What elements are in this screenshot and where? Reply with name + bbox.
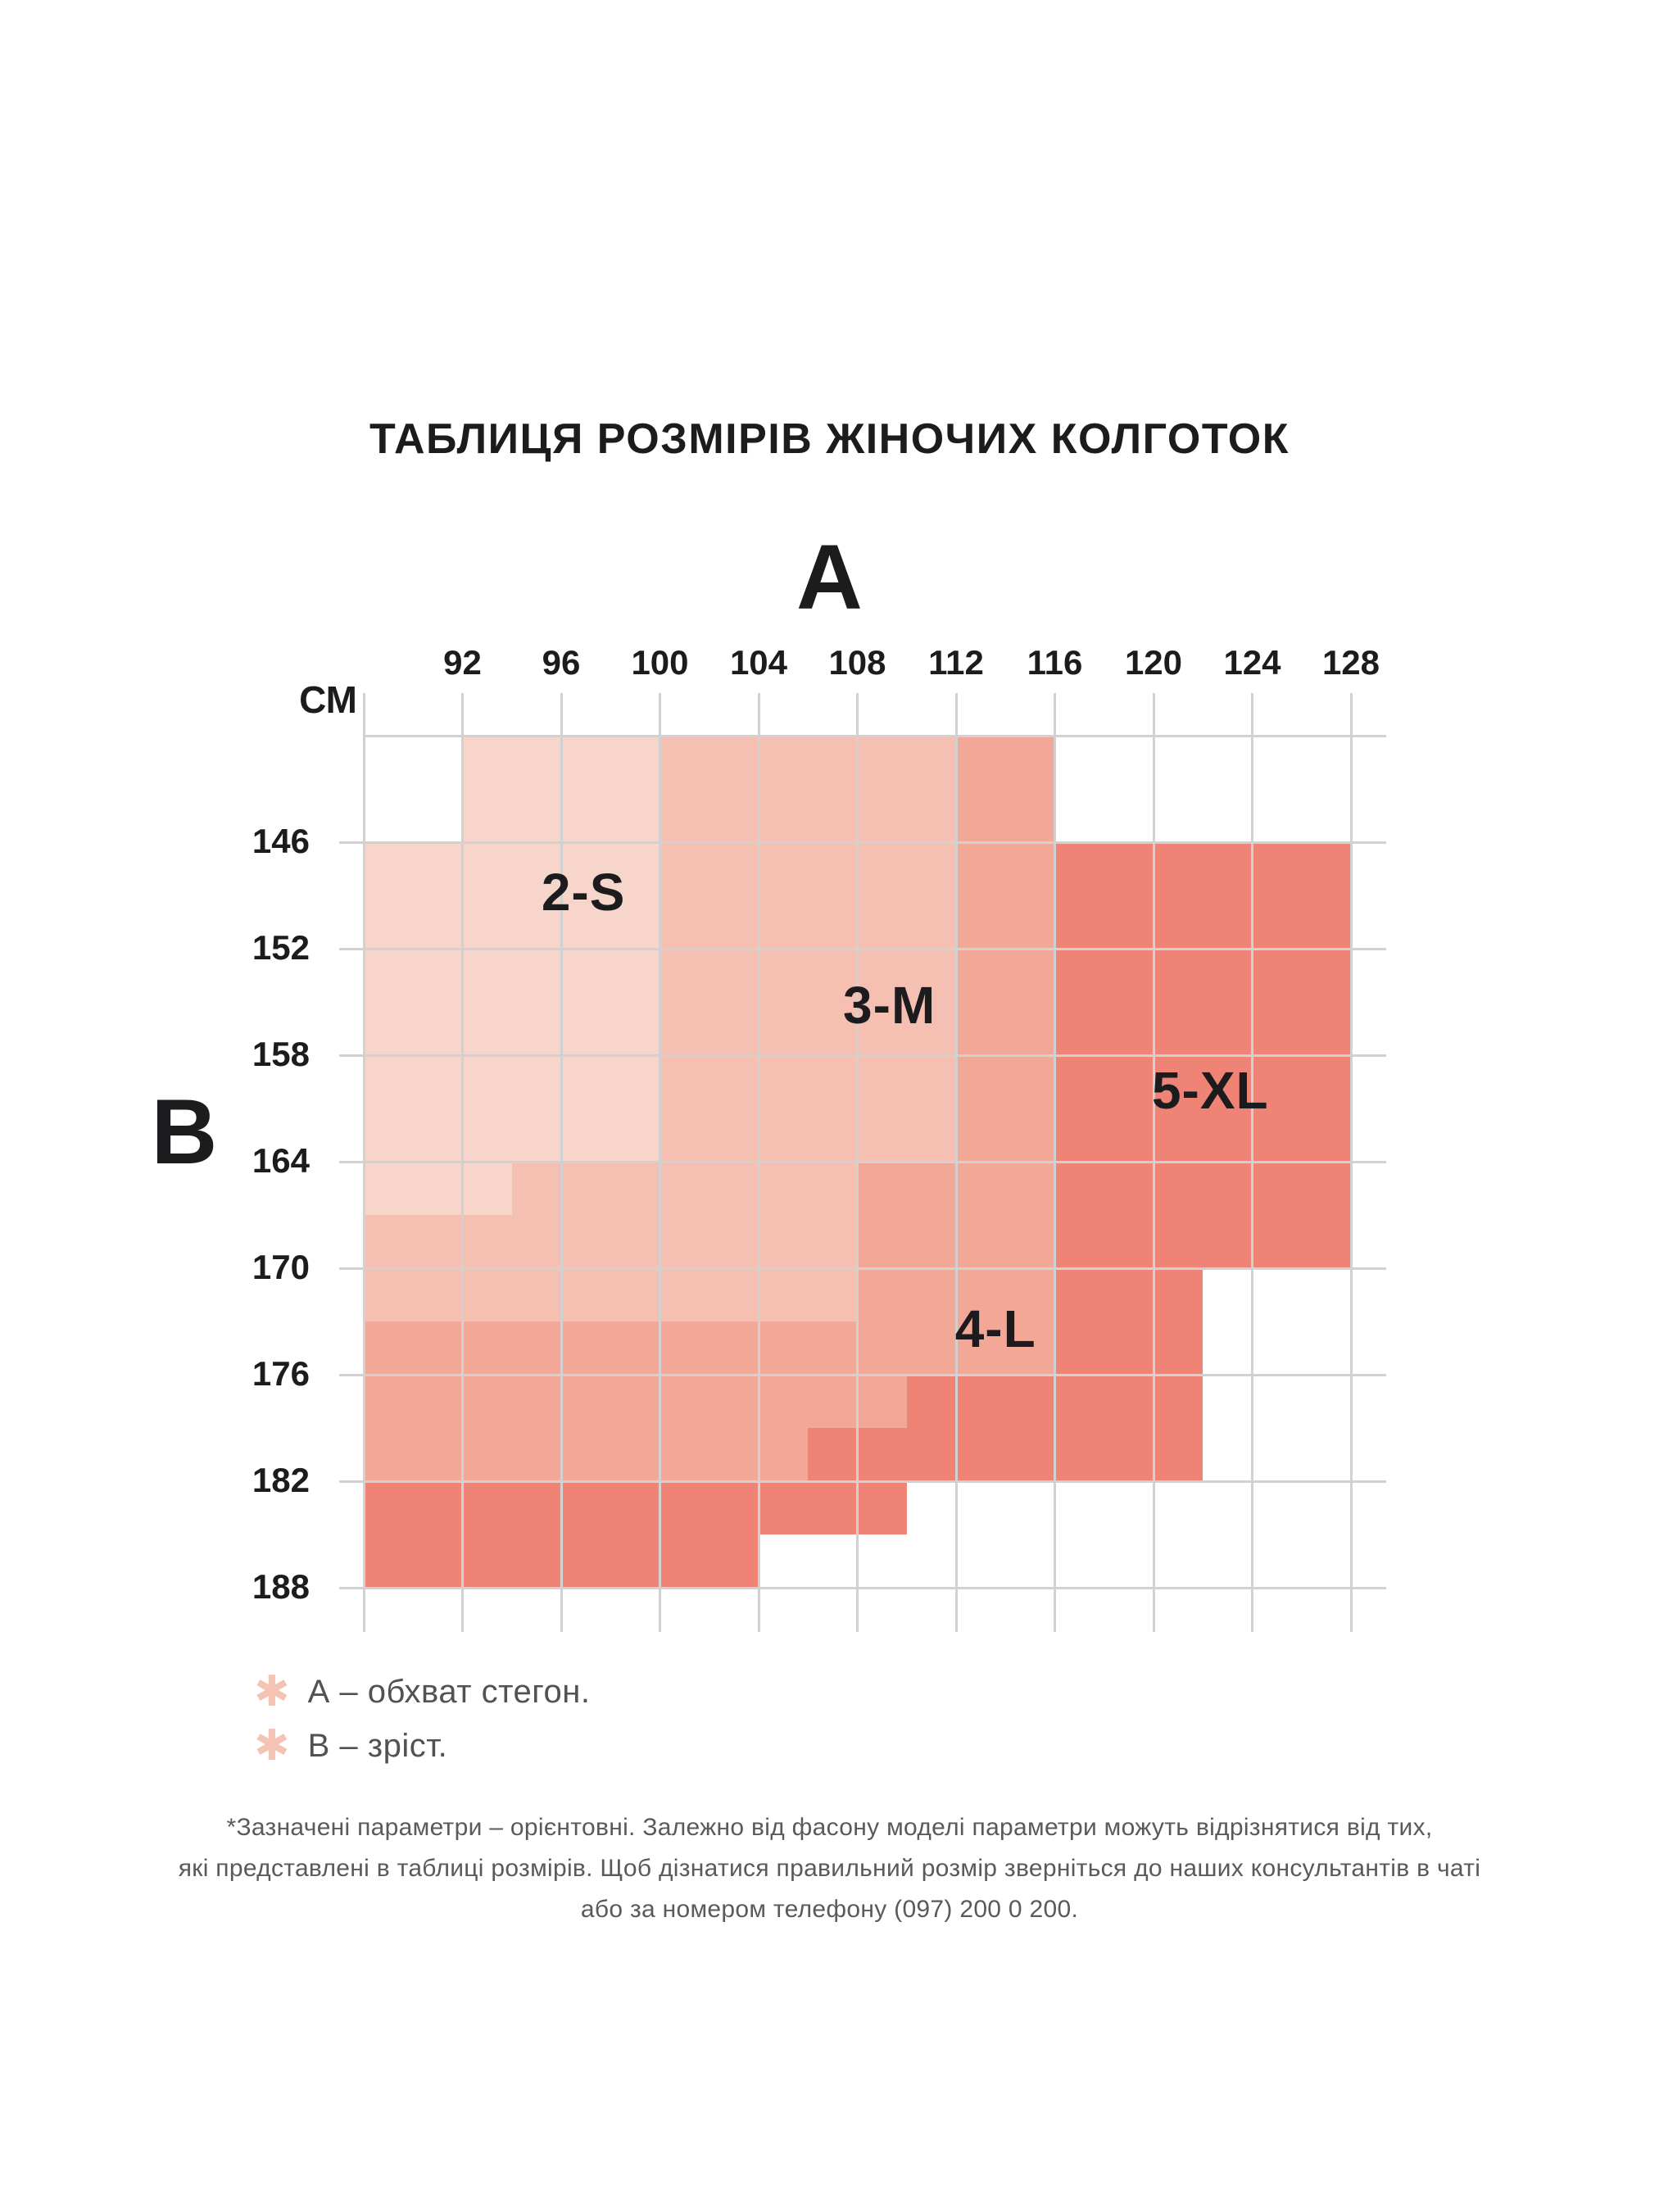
y-tick-label: 182 — [252, 1461, 310, 1499]
size-region-label-3-M: 3-M — [843, 976, 936, 1036]
legend-item-b: ✱ В – зріст. — [254, 1719, 590, 1773]
x-tick-label: 92 — [443, 643, 482, 682]
footnote: *Зазначені параметри – орієнтовні. Залеж… — [0, 1807, 1659, 1930]
grid-line-horizontal — [339, 1480, 1386, 1483]
grid-line-horizontal — [339, 1054, 1386, 1057]
grid-line-horizontal — [339, 1160, 1386, 1163]
x-tick-label: 124 — [1223, 643, 1281, 682]
grid-line-horizontal — [339, 841, 1386, 844]
size-region-label-2-S: 2-S — [541, 862, 626, 922]
y-tick-label: 164 — [252, 1141, 310, 1180]
y-tick-label: 188 — [252, 1567, 310, 1606]
legend-item-b-text: В – зріст. — [307, 1727, 448, 1764]
size-region-5-XL — [1054, 1268, 1203, 1375]
x-tick-label: 116 — [1027, 643, 1083, 682]
size-region-2-S — [364, 842, 660, 1162]
x-tick-label: 104 — [729, 643, 788, 682]
size-region-4-L — [364, 1375, 907, 1428]
y-tick-label: 146 — [252, 822, 310, 860]
grid-line-horizontal — [339, 1267, 1386, 1270]
grid-line-horizontal — [339, 1373, 1386, 1376]
size-region-2-S — [364, 1162, 512, 1215]
size-region-4-L — [364, 1321, 1055, 1375]
size-region-5-XL — [808, 1428, 1203, 1481]
footnote-line-2: які представлені в таблиці розмірів. Щоб… — [178, 1855, 1481, 1882]
footnote-line-1: *Зазначені параметри – орієнтовні. Залеж… — [226, 1814, 1433, 1841]
y-tick-label: 176 — [252, 1354, 310, 1393]
asterisk-icon: ✱ — [254, 1722, 290, 1770]
y-tick-label: 170 — [252, 1248, 310, 1286]
y-tick-label: 152 — [252, 928, 310, 967]
grid-line-horizontal — [339, 1586, 1386, 1589]
size-region-4-L — [956, 736, 1055, 842]
size-region-3-M — [660, 842, 956, 1162]
size-region-label-5-XL: 5-XL — [1151, 1061, 1269, 1121]
footnote-line-3: або за номером телефону (097) 200 0 200. — [580, 1896, 1079, 1923]
legend-item-a-text: А – обхват стегон. — [307, 1673, 591, 1710]
y-tick-label: 158 — [252, 1035, 310, 1073]
size-region-4-L — [364, 1428, 809, 1481]
grid-line-horizontal — [339, 947, 1386, 950]
page-title: ТАБЛИЦЯ РОЗМІРІВ ЖІНОЧИХ КОЛГОТОК — [369, 415, 1290, 463]
legend: ✱ А – обхват стегон. ✱ В – зріст. — [254, 1665, 590, 1773]
size-region-3-M — [511, 1162, 858, 1215]
x-tick-label: 120 — [1124, 643, 1183, 682]
unit-label: СМ — [299, 678, 357, 721]
asterisk-icon: ✱ — [254, 1668, 290, 1716]
grid-line-horizontal — [364, 734, 1386, 737]
size-region-4-L — [956, 842, 1055, 1162]
axis-b-label: В — [151, 1081, 218, 1183]
legend-item-a: ✱ А – обхват стегон. — [254, 1665, 590, 1719]
x-tick-label: 108 — [828, 643, 886, 682]
x-tick-label: 128 — [1321, 643, 1380, 682]
size-region-5-XL — [364, 1481, 907, 1534]
axis-a-label: А — [796, 526, 863, 628]
x-tick-label: 112 — [928, 643, 984, 682]
size-region-label-4-L: 4-L — [954, 1299, 1036, 1358]
size-region-3-M — [660, 736, 956, 842]
x-tick-label: 100 — [631, 643, 689, 682]
x-tick-label: 96 — [542, 643, 581, 682]
